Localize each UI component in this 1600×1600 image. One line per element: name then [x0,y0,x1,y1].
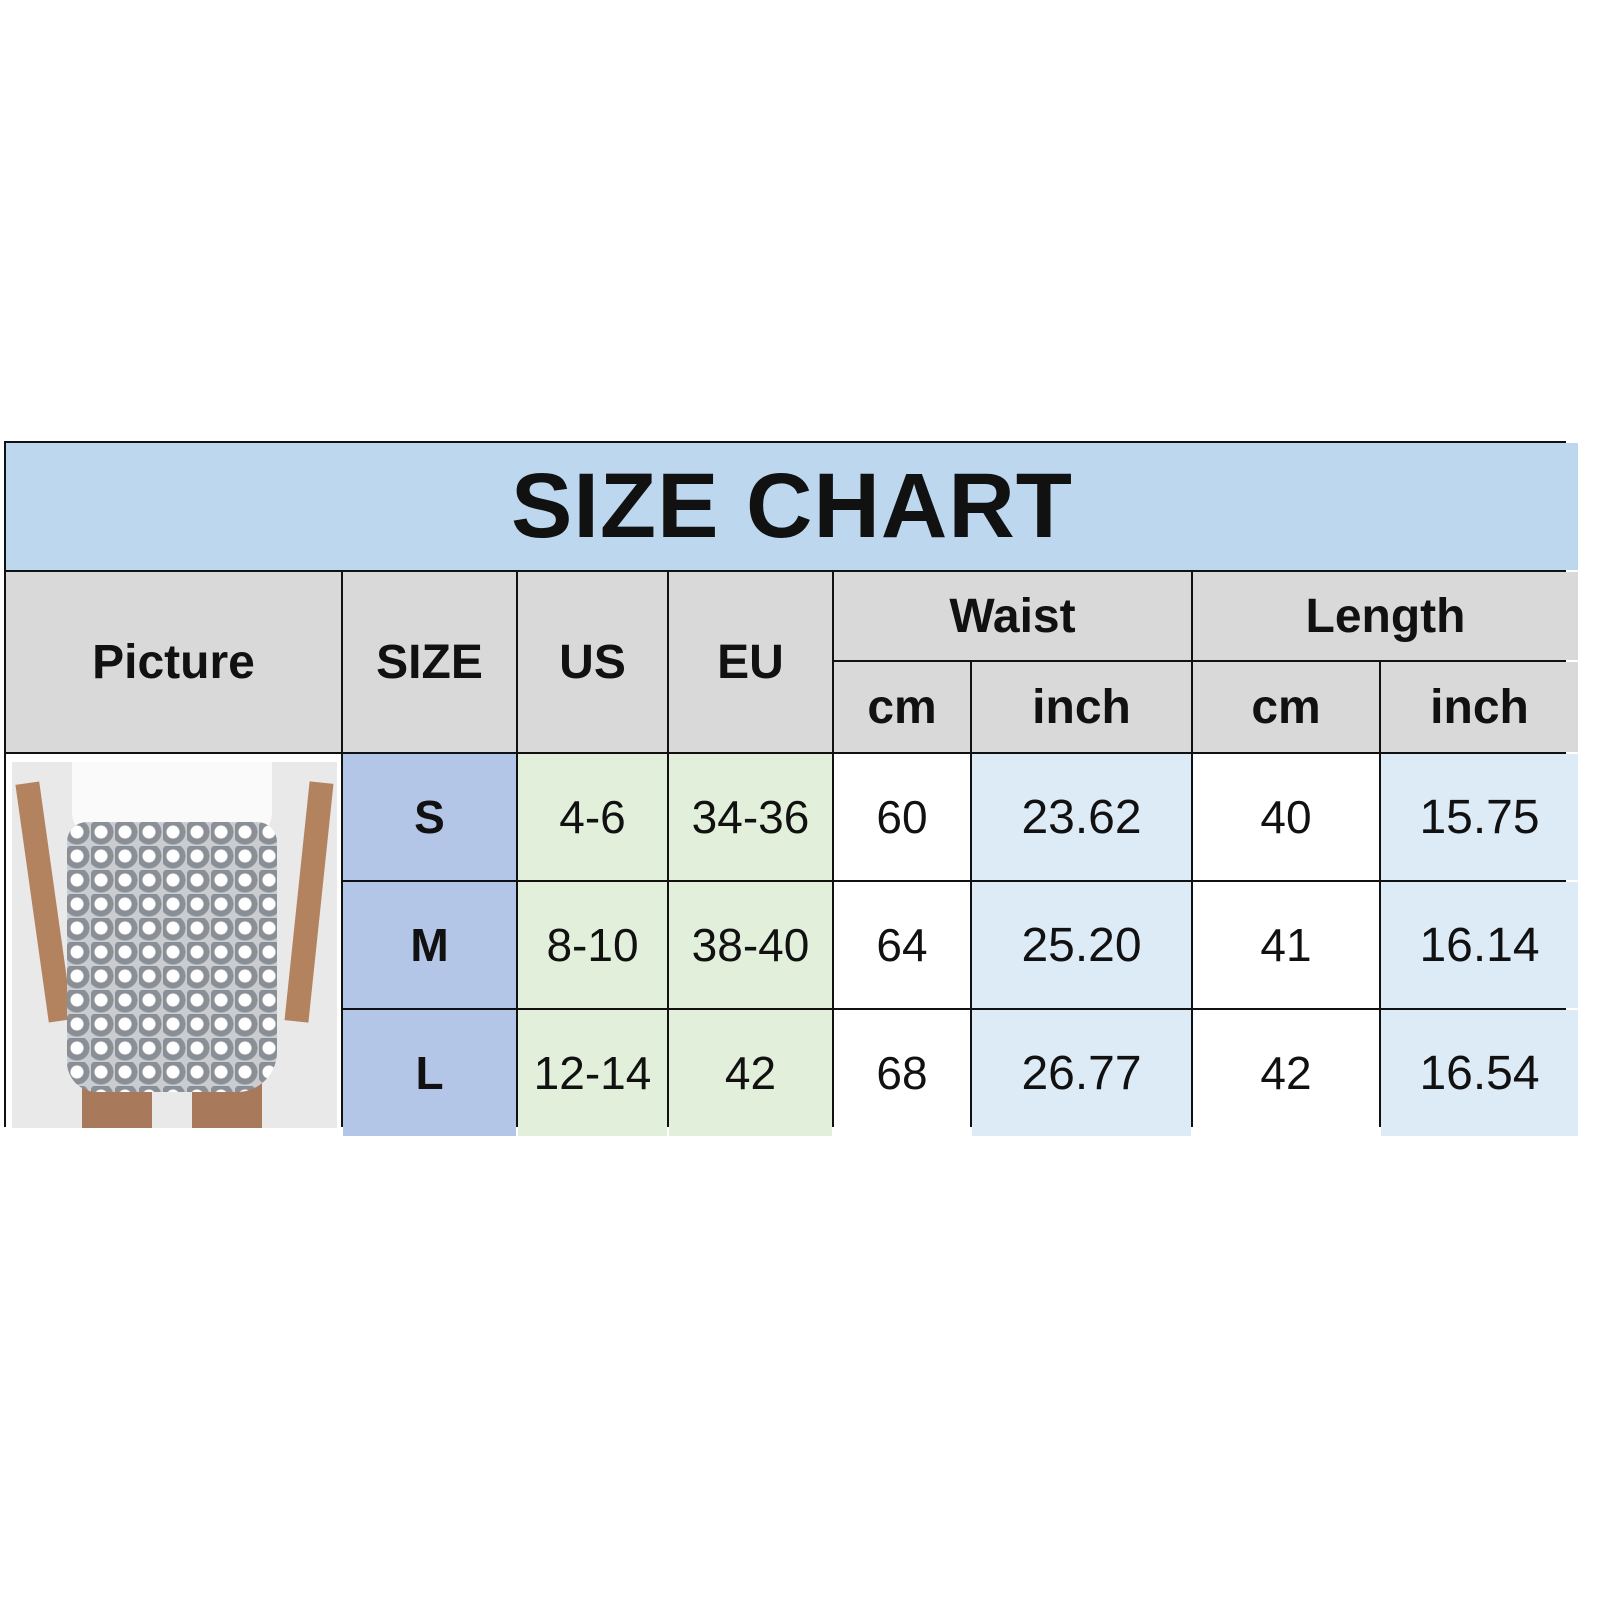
length-inch-cell: 15.75 [1381,754,1578,880]
chart-title: SIZE CHART [6,443,1578,570]
waist-cm-cell: 60 [834,754,970,880]
header-us: US [518,572,667,752]
us-cell: 4-6 [518,754,667,880]
header-eu: EU [669,572,832,752]
length-cm-cell: 41 [1193,882,1379,1008]
header-waist-inch: inch [972,662,1191,752]
us-cell: 8-10 [518,882,667,1008]
header-length-cm: cm [1193,662,1379,752]
size-cell: M [343,882,516,1008]
size-cell: S [343,754,516,880]
header-length-inch: inch [1381,662,1578,752]
size-cell: L [343,1010,516,1136]
waist-cm-cell: 68 [834,1010,970,1136]
length-cm-cell: 42 [1193,1010,1379,1136]
length-cm-cell: 40 [1193,754,1379,880]
length-inch-cell: 16.54 [1381,1010,1578,1136]
eu-cell: 38-40 [669,882,832,1008]
sequin-skirt-image [12,762,337,1128]
header-picture: Picture [6,572,341,752]
length-inch-cell: 16.14 [1381,882,1578,1008]
header-waist: Waist [834,572,1191,660]
header-waist-cm: cm [834,662,970,752]
us-cell: 12-14 [518,1010,667,1136]
waist-inch-cell: 26.77 [972,1010,1191,1136]
waist-inch-cell: 23.62 [972,754,1191,880]
product-picture [6,754,341,1136]
waist-cm-cell: 64 [834,882,970,1008]
eu-cell: 34-36 [669,754,832,880]
eu-cell: 42 [669,1010,832,1136]
waist-inch-cell: 25.20 [972,882,1191,1008]
header-size: SIZE [343,572,516,752]
size-chart-table: SIZE CHART Picture SIZE US EU Waist Leng… [4,441,1578,1136]
header-length: Length [1193,572,1578,660]
